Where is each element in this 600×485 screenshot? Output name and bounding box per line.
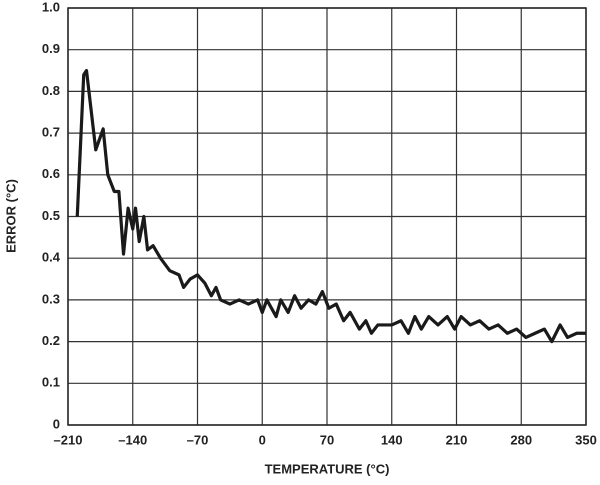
x-tick-label: –70 [187, 432, 209, 447]
x-tick-label: –140 [118, 432, 147, 447]
y-tick-label: 0.6 [42, 166, 60, 181]
y-tick-label: 0.2 [42, 333, 60, 348]
x-tick-label: 210 [446, 432, 468, 447]
x-tick-label: 140 [381, 432, 403, 447]
x-tick-label: 280 [510, 432, 532, 447]
y-tick-label: 0.7 [42, 125, 60, 140]
y-tick-label: 0.8 [42, 83, 60, 98]
y-tick-label: 1.0 [42, 0, 60, 14]
line-series [75, 68, 586, 344]
x-tick-label: –210 [54, 432, 83, 447]
x-tick-label: 350 [575, 432, 597, 447]
y-tick-label: 0 [53, 416, 60, 431]
y-tick-label: 0.1 [42, 375, 60, 390]
x-tick-label: 70 [320, 432, 334, 447]
y-tick-label: 0.3 [42, 291, 60, 306]
y-tick-label: 0.5 [42, 208, 60, 223]
y-tick-label: 0.9 [42, 41, 60, 56]
x-axis-label: TEMPERATURE (°C) [265, 461, 390, 476]
x-tick-label: 0 [259, 432, 266, 447]
plot-frame [67, 7, 587, 426]
y-axis-label: ERROR (°C) [3, 179, 18, 253]
y-tick-label: 0.4 [42, 250, 61, 265]
